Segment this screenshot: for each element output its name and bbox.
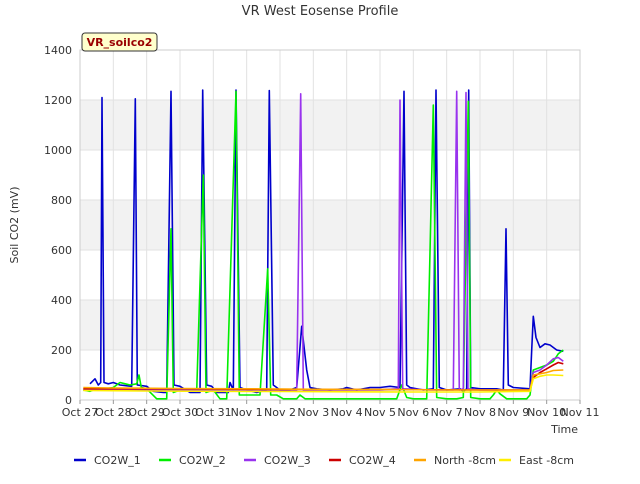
chart-title: VR West Eosense Profile: [242, 4, 399, 19]
badge-box: [81, 32, 158, 52]
y-axis-label: Soil CO2 (mV): [8, 187, 21, 264]
x-tick-label: Nov 6: [397, 406, 429, 419]
x-tick-label: Nov 11: [561, 406, 600, 419]
legend-label: CO2W_3: [264, 454, 311, 467]
y-tick-label: 0: [65, 394, 72, 407]
legend-label: CO2W_2: [179, 454, 226, 467]
x-tick-label: Nov 2: [264, 406, 296, 419]
x-tick-label: Oct 28: [95, 406, 132, 419]
x-tick-label: Nov 8: [464, 406, 496, 419]
x-axis-label: Time: [550, 423, 578, 436]
x-tick-label: Nov 9: [497, 406, 529, 419]
legend: CO2W_1 CO2W_2 CO2W_3 CO2W_4 North -8cm East -…: [74, 454, 574, 467]
legend-label: CO2W_1: [94, 454, 141, 467]
series-line-co2w-3: [83, 90, 564, 391]
y-tick-label: 1200: [44, 94, 72, 107]
legend-label: North -8cm: [434, 454, 496, 467]
legend-label: East -8cm: [519, 454, 574, 467]
y-tick-label: 200: [51, 344, 72, 357]
y-tick-label: 1000: [44, 144, 72, 157]
legend-label: CO2W_4: [349, 454, 396, 467]
badge-label: VR_soilco2: [87, 36, 153, 49]
badge: VR_soilco2: [81, 32, 158, 52]
series-line-north-8cm: [83, 369, 564, 391]
x-tick-label: Oct 29: [128, 406, 165, 419]
x-tick-label: Nov 1: [231, 406, 263, 419]
x-tick-label: Oct 31: [195, 406, 232, 419]
series-line-co2w-4: [83, 361, 564, 391]
x-tick-label: Oct 27: [62, 406, 99, 419]
x-tick-label: Nov 7: [431, 406, 463, 419]
x-tick-label: Oct 30: [162, 406, 199, 419]
plot-area: [79, 49, 581, 401]
y-tick-label: 600: [51, 244, 72, 257]
x-tick-label: Nov 5: [364, 406, 396, 419]
y-axis: 0 200 400 600 800 1000 1200 1400: [44, 44, 72, 407]
grid-band: [80, 100, 580, 150]
x-tick-label: Nov 10: [527, 406, 566, 419]
grid-bands: [80, 100, 580, 350]
x-tick-label: Nov 4: [331, 406, 363, 419]
x-tick-label: Nov 3: [297, 406, 329, 419]
grid-band: [80, 200, 580, 250]
y-tick-label: 400: [51, 294, 72, 307]
y-tick-label: 800: [51, 194, 72, 207]
series-line-east-8cm: [83, 374, 564, 393]
grid-band: [80, 300, 580, 350]
y-tick-label: 1400: [44, 44, 72, 57]
series-layer: [83, 89, 564, 400]
